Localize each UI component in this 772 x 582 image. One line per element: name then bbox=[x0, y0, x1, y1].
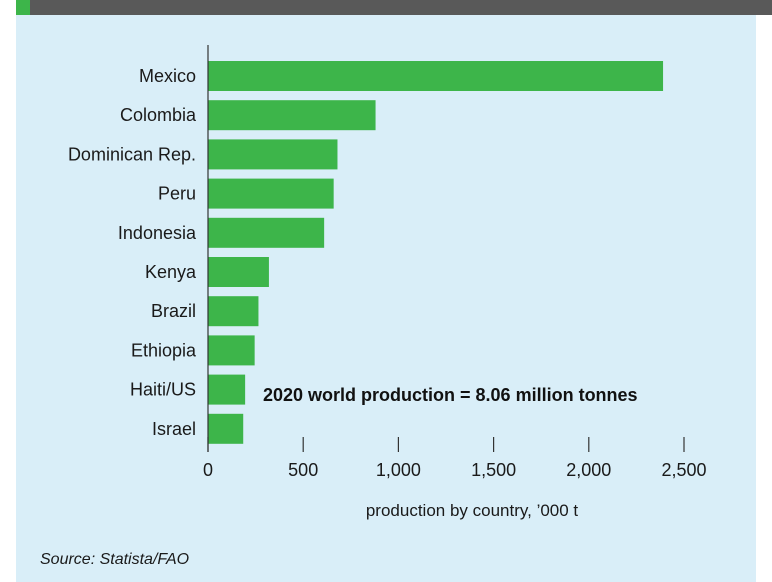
category-label-kenya: Kenya bbox=[145, 262, 197, 282]
figure: Mexico Colombia Dominican Rep. Peru Indonesi… bbox=[16, 0, 772, 582]
x-axis-title: production by country, ’000 t bbox=[366, 501, 579, 520]
category-label-mexico: Mexico bbox=[139, 66, 196, 86]
header-accent bbox=[16, 0, 30, 15]
bar-brazil bbox=[208, 296, 259, 327]
bar-chart: Mexico Colombia Dominican Rep. Peru Indonesi… bbox=[68, 45, 707, 520]
category-label-dominican-rep: Dominican Rep. bbox=[68, 144, 196, 164]
category-label-peru: Peru bbox=[158, 184, 196, 204]
source-note: Source: Statista/FAO bbox=[40, 551, 190, 568]
category-label-haiti-us: Haiti/US bbox=[130, 380, 196, 400]
x-tick-label-2500: 2,500 bbox=[661, 460, 706, 480]
category-label-colombia: Colombia bbox=[120, 105, 197, 125]
bar-kenya bbox=[208, 257, 269, 287]
x-tick-label-1500: 1,500 bbox=[471, 460, 516, 480]
bar-indonesia bbox=[208, 217, 325, 248]
x-ticks: 0 500 1,000 1,500 2,000 2,500 bbox=[203, 437, 707, 480]
bars-group bbox=[208, 61, 664, 444]
header-bar bbox=[16, 0, 772, 15]
bar-dominican-rep bbox=[208, 139, 338, 170]
bar-colombia bbox=[208, 100, 376, 131]
chart-annotation: 2020 world production = 8.06 million ton… bbox=[263, 385, 638, 405]
bar-peru bbox=[208, 178, 334, 209]
category-labels: Mexico Colombia Dominican Rep. Peru Indonesi… bbox=[68, 66, 197, 439]
category-label-indonesia: Indonesia bbox=[118, 223, 197, 243]
x-tick-label-500: 500 bbox=[288, 460, 318, 480]
bar-israel bbox=[208, 413, 244, 444]
category-label-israel: Israel bbox=[152, 419, 196, 439]
x-tick-label-0: 0 bbox=[203, 460, 213, 480]
bar-ethiopia bbox=[208, 335, 255, 366]
category-label-brazil: Brazil bbox=[151, 301, 196, 321]
x-tick-label-1000: 1,000 bbox=[376, 460, 421, 480]
x-tick-label-2000: 2,000 bbox=[566, 460, 611, 480]
bar-haiti-us bbox=[208, 374, 246, 405]
chart-panel: Mexico Colombia Dominican Rep. Peru Indonesi… bbox=[16, 15, 756, 582]
bar-mexico bbox=[208, 61, 664, 91]
category-label-ethiopia: Ethiopia bbox=[131, 340, 197, 360]
